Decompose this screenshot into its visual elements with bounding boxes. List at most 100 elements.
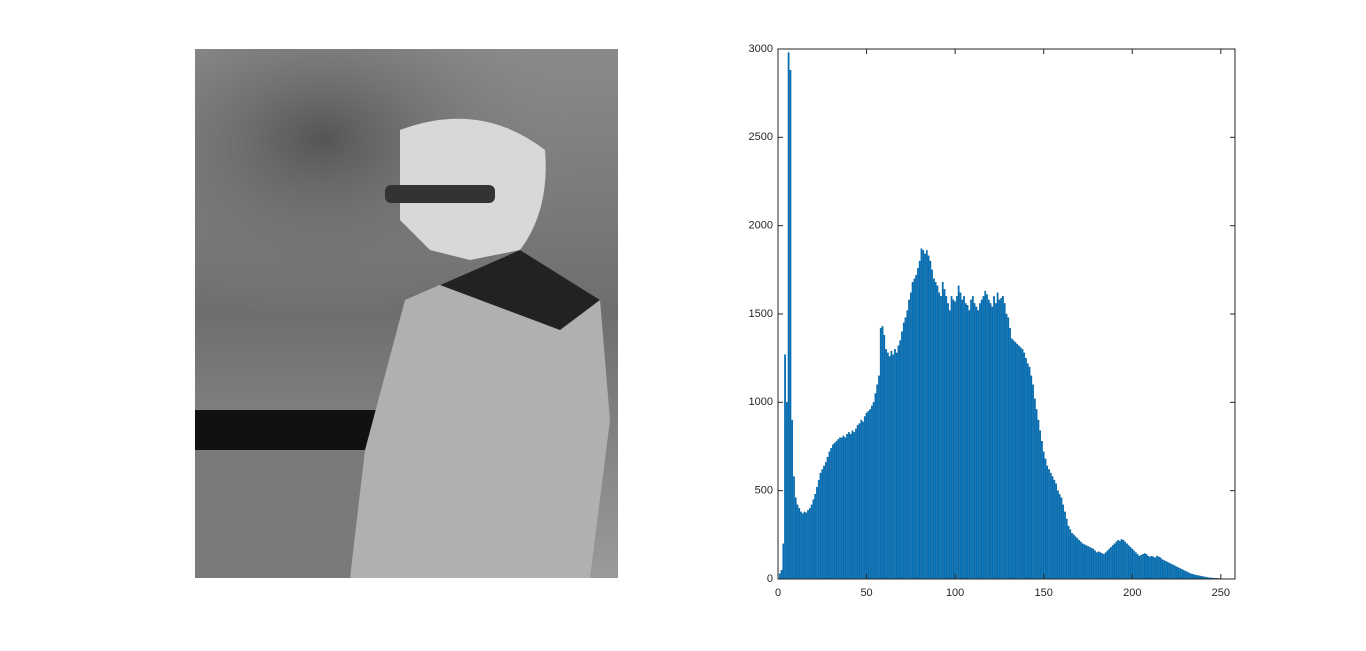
bar [1175, 566, 1178, 580]
bar [1119, 540, 1121, 580]
bar [920, 248, 923, 580]
bar [1037, 419, 1040, 580]
bar [1003, 303, 1006, 580]
bar [1127, 545, 1130, 580]
bar [1072, 534, 1075, 580]
bar [860, 419, 863, 580]
bar [833, 442, 836, 580]
bar [895, 352, 898, 580]
bar [922, 250, 925, 580]
bar [1126, 543, 1128, 580]
bar [1122, 539, 1125, 580]
bar [1150, 555, 1153, 580]
bar [794, 497, 797, 580]
bar [785, 402, 788, 580]
bar [1007, 317, 1010, 580]
bar [963, 296, 965, 580]
bar [800, 511, 802, 580]
bar [1074, 536, 1077, 580]
bar [839, 437, 841, 580]
x-tick-label: 150 [1035, 587, 1053, 599]
bar [993, 296, 995, 580]
bar [1097, 551, 1100, 580]
bar [936, 285, 939, 580]
bar [810, 504, 813, 580]
bar [1026, 363, 1029, 580]
bar [929, 260, 932, 580]
bar [1021, 349, 1024, 580]
bar [950, 296, 953, 580]
bar [871, 405, 873, 580]
bar [835, 441, 838, 580]
bar [1035, 409, 1038, 580]
bar [817, 479, 820, 580]
bar [1143, 553, 1146, 580]
bar [906, 310, 909, 580]
bar [1090, 547, 1093, 580]
bar [915, 274, 918, 580]
x-tick-label: 100 [946, 587, 964, 599]
bar [927, 255, 930, 580]
bar [911, 282, 914, 580]
bar [1023, 352, 1026, 580]
bar [931, 269, 933, 580]
bar [1189, 573, 1192, 580]
bar [991, 306, 994, 580]
bar [1145, 554, 1148, 580]
bar [807, 509, 809, 580]
bar [862, 421, 864, 580]
bar [959, 292, 962, 580]
bar [982, 296, 985, 580]
bar [874, 393, 877, 580]
bar [1129, 547, 1132, 580]
bar [847, 432, 850, 580]
bar [1046, 465, 1049, 580]
y-tick-label: 500 [755, 485, 773, 497]
bar [1032, 384, 1034, 580]
y-tick-label: 2000 [749, 220, 773, 232]
bar [954, 301, 956, 580]
bar [855, 428, 857, 580]
bar [796, 504, 799, 580]
bar [809, 508, 811, 580]
bar [1166, 562, 1169, 580]
bar [1081, 543, 1084, 580]
bar [1159, 557, 1162, 580]
bar [876, 384, 879, 580]
bar [858, 423, 861, 580]
bar [1161, 559, 1164, 580]
bar [846, 433, 848, 580]
bar [1103, 554, 1105, 580]
bar [1039, 430, 1042, 580]
bar [793, 476, 795, 580]
bar [1076, 538, 1079, 580]
bar [856, 425, 859, 580]
bar [890, 350, 893, 580]
bar [1138, 555, 1141, 580]
bar [1009, 327, 1011, 580]
bar [1041, 441, 1043, 580]
bar [824, 462, 827, 580]
bar [933, 278, 935, 580]
bar [1168, 562, 1171, 580]
bar [883, 335, 886, 580]
bar [816, 486, 818, 580]
bar [789, 70, 792, 580]
bar [952, 299, 955, 580]
bar [1094, 550, 1096, 580]
y-tick-label: 1500 [749, 308, 773, 320]
bar [904, 317, 907, 580]
bar [980, 299, 983, 580]
bar [1069, 529, 1072, 580]
bar [872, 402, 875, 580]
bar [970, 299, 972, 580]
bar [973, 303, 976, 580]
bar [977, 310, 980, 580]
bar [1104, 552, 1107, 580]
bar [934, 282, 937, 580]
x-tick-label: 250 [1212, 587, 1230, 599]
bar [1030, 375, 1033, 580]
y-tick-label: 2500 [749, 131, 773, 143]
bar [1065, 518, 1068, 580]
